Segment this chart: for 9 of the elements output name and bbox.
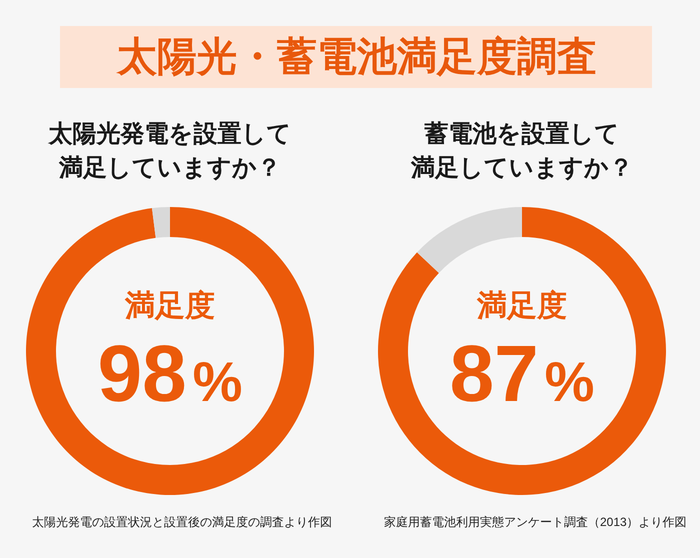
text: 家庭用蓄電池利用実態アンケート調査（2013）より作図 bbox=[384, 515, 687, 529]
data-label: 98% bbox=[98, 329, 242, 418]
text: 太陽光発電の設置状況と設置後の満足度の調査より作図 bbox=[32, 515, 332, 529]
slice-label: 満足度 bbox=[476, 288, 567, 322]
slice-label: 満足度 bbox=[124, 288, 215, 322]
chart-title: 太陽光発電を設置して満足していますか？ bbox=[48, 120, 292, 182]
text: 太陽光・蓄電池満足度調査 bbox=[115, 35, 597, 79]
data-label: 87% bbox=[450, 329, 594, 418]
chart-title: 蓄電池を設置して満足していますか？ bbox=[410, 120, 633, 182]
